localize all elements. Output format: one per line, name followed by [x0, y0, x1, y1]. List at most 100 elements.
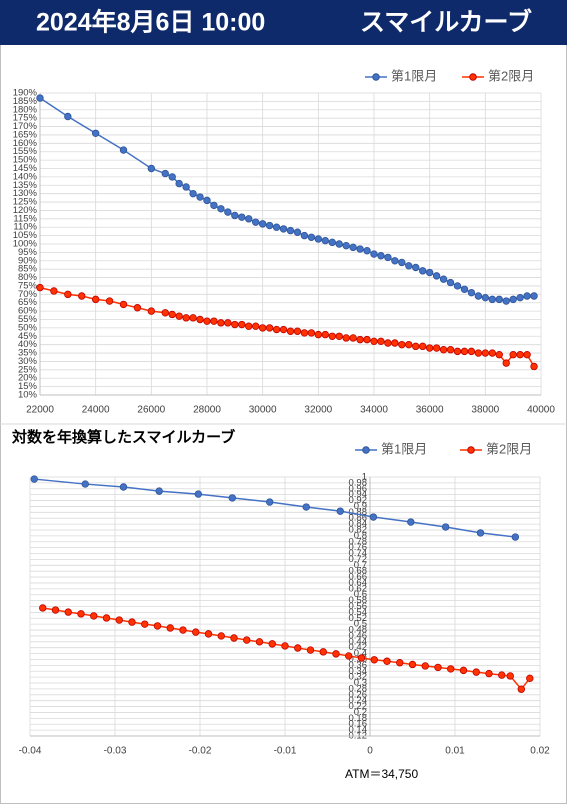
- point: [391, 339, 399, 347]
- y-tick-label: 0.88: [349, 507, 368, 518]
- header-title: スマイルカーブ: [360, 8, 532, 37]
- point: [446, 346, 455, 354]
- point: [446, 278, 455, 287]
- y-tick-label: 0.68: [349, 566, 368, 577]
- y-tick-label: 0.52: [349, 613, 368, 624]
- point: [405, 262, 413, 270]
- point: [516, 351, 524, 359]
- point: [377, 252, 385, 260]
- point: [502, 297, 510, 305]
- point: [272, 223, 281, 231]
- point: [474, 292, 483, 300]
- y-tick-label: 0.26: [349, 689, 368, 700]
- point: [119, 300, 128, 309]
- point: [119, 483, 128, 491]
- point: [439, 275, 448, 283]
- y-tick-label: 130%: [13, 188, 38, 199]
- y-tick-label: 0.2: [354, 707, 367, 718]
- series-line: [34, 478, 516, 538]
- point: [258, 220, 267, 228]
- point: [153, 622, 162, 630]
- x-tick-label: 24000: [82, 405, 110, 416]
- point: [335, 240, 343, 248]
- point: [530, 362, 538, 371]
- y-tick-label: 105%: [13, 230, 38, 241]
- point: [252, 218, 260, 226]
- x-tick-label: 32000: [304, 405, 332, 416]
- point: [509, 351, 517, 359]
- y-tick-label: 95%: [18, 247, 38, 258]
- point: [189, 189, 197, 198]
- point: [369, 513, 378, 521]
- point: [306, 646, 315, 654]
- y-tick-label: 0.9: [354, 501, 367, 512]
- y-tick-label: 0.38: [349, 654, 368, 665]
- point: [293, 228, 302, 236]
- point: [432, 344, 441, 352]
- legend-label: 第1限月: [391, 68, 437, 83]
- point: [425, 268, 434, 277]
- point: [511, 533, 520, 541]
- point: [526, 674, 534, 683]
- y-tick-label: 120%: [13, 205, 38, 216]
- point: [321, 330, 329, 339]
- point: [105, 297, 114, 305]
- point: [307, 233, 316, 241]
- y-tick-label: 0.7: [354, 560, 367, 571]
- y-tick-label: 135%: [13, 180, 38, 191]
- point: [204, 630, 213, 638]
- point: [342, 334, 350, 342]
- point: [356, 335, 364, 344]
- point: [182, 183, 190, 191]
- point: [516, 293, 524, 302]
- point: [286, 226, 295, 235]
- point: [495, 295, 503, 304]
- point: [179, 626, 187, 634]
- point: [509, 295, 517, 304]
- point: [530, 292, 538, 300]
- point: [238, 213, 246, 221]
- point: [231, 320, 239, 329]
- point: [407, 518, 415, 526]
- y-tick-label: 0.4: [354, 648, 367, 659]
- y-tick-label: 0.66: [349, 572, 368, 583]
- point: [77, 610, 85, 618]
- y-tick-label: 0.72: [349, 554, 368, 565]
- legend-marker: [372, 73, 380, 81]
- y-tick-label: 10%: [18, 390, 38, 401]
- point: [78, 292, 86, 300]
- point: [64, 112, 72, 121]
- point: [51, 606, 60, 614]
- point: [90, 612, 98, 620]
- point: [453, 347, 462, 356]
- y-tick-label: 0.64: [349, 577, 368, 588]
- point: [302, 503, 310, 511]
- point: [300, 329, 309, 337]
- y-tick-label: 0.34: [349, 666, 368, 677]
- point: [342, 241, 350, 250]
- legend-label: 第2限月: [488, 68, 534, 83]
- x-tick-label: 38000: [471, 405, 499, 416]
- point: [481, 293, 490, 302]
- y-tick-label: 0.6: [354, 589, 367, 600]
- point: [421, 662, 429, 670]
- x-tick-label: -0.03: [104, 746, 127, 757]
- point: [476, 529, 485, 537]
- point: [506, 672, 514, 680]
- series-line: [42, 607, 531, 691]
- y-tick-label: 180%: [13, 104, 38, 115]
- x-tick-label: -0.01: [274, 746, 297, 757]
- y-tick-label: 150%: [13, 155, 38, 166]
- y-tick-label: 0.28: [349, 683, 368, 694]
- y-tick-label: 0.3: [354, 678, 367, 689]
- x-tick-label: -0.02: [189, 746, 212, 757]
- x-tick-label: 0.02: [530, 746, 550, 757]
- y-tick-label: 0.46: [349, 630, 368, 641]
- y-tick-label: 0.24: [349, 695, 368, 706]
- point: [439, 346, 448, 354]
- y-tick-label: 40%: [18, 339, 38, 350]
- point: [349, 334, 357, 342]
- x-tick-label: 28000: [193, 405, 221, 416]
- y-tick-label: 0.8: [354, 530, 367, 541]
